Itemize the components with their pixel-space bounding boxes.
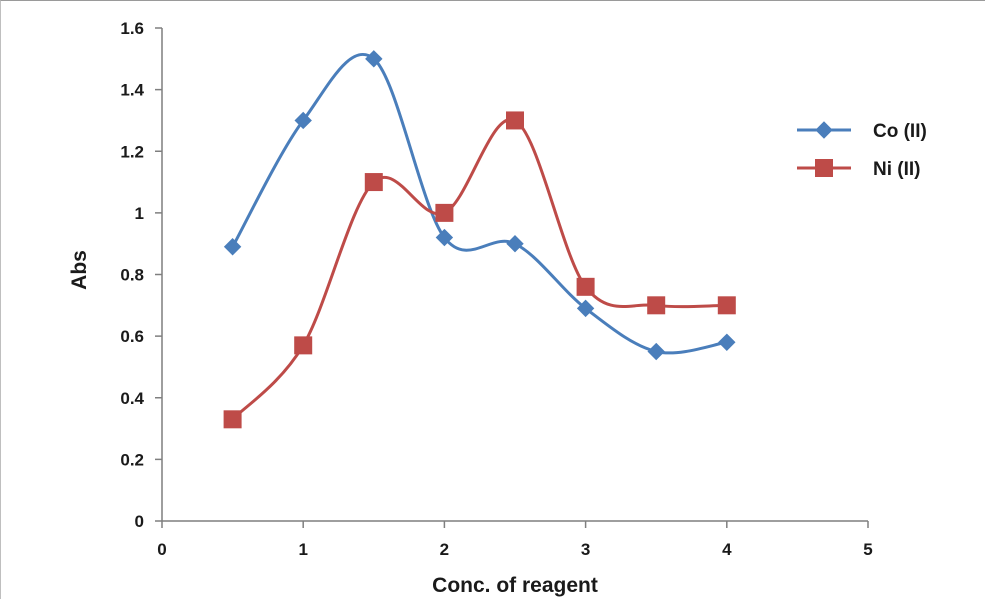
x-tick-label: 1 (298, 540, 307, 559)
y-tick-label: 1.4 (120, 81, 144, 100)
legend-item: Ni (II) (797, 159, 921, 180)
x-tick-label: 5 (863, 540, 872, 559)
x-axis-title: Conc. of reagent (432, 574, 598, 597)
data-point-square (364, 173, 383, 192)
y-tick-label: 1 (135, 204, 144, 223)
data-point-square (717, 296, 736, 315)
data-point-square (576, 277, 595, 296)
y-tick-label: 0.2 (120, 450, 144, 469)
y-tick-label: 0 (135, 512, 144, 531)
x-tick-label: 0 (157, 540, 166, 559)
y-tick-label: 1.2 (120, 142, 144, 161)
y-tick-label: 0.6 (120, 327, 144, 346)
y-ticks: 0 0.2 0.4 0.6 0.8 1 1.2 1.4 1.6 (120, 19, 162, 531)
y-tick-label: 1.6 (120, 19, 144, 38)
series-ni-ii (223, 111, 736, 429)
legend-marker (815, 159, 833, 177)
data-point-diamond (435, 228, 454, 247)
legend-item: Co (II) (797, 121, 927, 142)
x-ticks: 0 1 2 3 4 5 (157, 521, 873, 559)
y-tick-label: 0.4 (120, 389, 144, 408)
data-point-square (647, 296, 666, 315)
legend-marker (815, 121, 833, 139)
x-tick-label: 3 (581, 540, 590, 559)
data-point-diamond (294, 111, 312, 130)
series-layer (223, 50, 736, 429)
data-point-diamond (647, 342, 665, 361)
data-point-diamond (576, 299, 595, 318)
data-point-diamond (506, 234, 524, 253)
legend-label: Co (II) (873, 121, 927, 142)
data-point-square (294, 336, 313, 355)
y-axis-title: Abs (68, 250, 91, 290)
axes (161, 28, 868, 522)
data-point-diamond (365, 50, 383, 68)
data-point-diamond (718, 333, 736, 351)
data-point-square (223, 410, 242, 429)
data-point-diamond (223, 238, 242, 256)
y-tick-label: 0.8 (120, 266, 144, 285)
series-line (231, 117, 727, 421)
x-tick-label: 2 (440, 540, 449, 559)
legend: Co (II) Ni (II) (797, 121, 927, 180)
x-tick-label: 4 (722, 540, 732, 559)
legend-label: Ni (II) (873, 159, 921, 180)
data-point-square (435, 203, 454, 222)
data-point-square (506, 111, 524, 130)
series-co-ii (223, 50, 736, 361)
